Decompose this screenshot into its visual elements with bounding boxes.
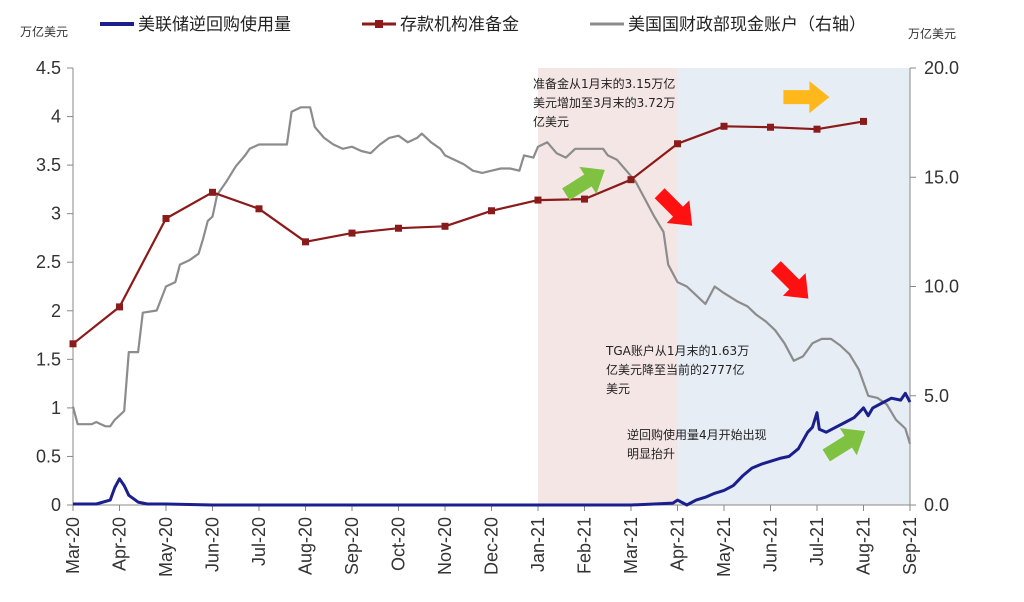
x-tick-label: Jul-21 [807, 517, 827, 566]
x-tick-label: Nov-20 [435, 517, 455, 575]
x-tick-label: Apr-20 [110, 517, 130, 571]
series-line-1 [73, 391, 912, 507]
reserves-marker [302, 238, 309, 246]
left-tick-label: 1.5 [36, 349, 61, 369]
x-tick-label: Aug-21 [854, 517, 874, 575]
right-tick-label: 10.0 [924, 277, 959, 297]
legend-label-3: 美国国财政部现金账户（右轴） [628, 15, 866, 35]
annotation-reserves-line: 美元增加至3月末的3.72万 [533, 95, 675, 110]
x-tick-label: Aug-20 [296, 517, 316, 575]
annotation-reserves-line: 准备金从1月末的3.15万亿 [533, 76, 675, 91]
left-tick-label: 0.5 [36, 446, 61, 466]
right-tick-label: 0.0 [924, 495, 949, 515]
reserves-marker [116, 303, 123, 311]
reserves-marker [813, 125, 821, 133]
right-axis-unit: 万亿美元 [908, 26, 956, 41]
x-tick-label: Feb-21 [575, 517, 595, 574]
reserves-marker [69, 340, 77, 348]
annotation-tga-line: 亿美元降至当前的2777亿 [606, 362, 745, 377]
x-tick-label: Mar-20 [63, 517, 83, 574]
series-lines [69, 106, 912, 507]
red-arrow-down-right-2 [770, 261, 809, 299]
reserves-marker [441, 222, 449, 230]
left-tick-label: 0 [51, 495, 61, 515]
green-arrow-up-right-1 [562, 166, 605, 201]
series-line-3 [71, 106, 912, 445]
x-tick-label: Dec-20 [482, 517, 502, 575]
orange-arrow-right [783, 81, 830, 114]
x-tick-label: Jul-20 [249, 517, 269, 566]
legend-label-2: 存款机构准备金 [400, 15, 519, 35]
x-tick-label: May-21 [714, 517, 734, 577]
reserves-marker [395, 224, 402, 232]
x-tick-label: Sep-20 [342, 517, 362, 575]
annotation-rrp-line: 明显抬升 [627, 447, 675, 461]
reserves-marker [162, 215, 170, 223]
left-tick-label: 3 [51, 204, 61, 224]
green-arrow-up-right-2 [822, 428, 866, 462]
reserves-marker [534, 196, 542, 204]
left-tick-label: 3.5 [36, 155, 61, 175]
left-axis-unit: 万亿美元 [20, 24, 68, 39]
right-tick-label: 20.0 [924, 58, 959, 78]
x-tick-label: Apr-21 [668, 517, 688, 571]
reserves-marker [209, 188, 216, 196]
legend-marker [375, 20, 383, 28]
x-tick-label: Oct-20 [389, 517, 409, 571]
reserves-marker [767, 123, 774, 131]
reserves-marker [348, 229, 356, 237]
x-tick-label: Jan-21 [528, 517, 548, 572]
annotation-tga-line: TGA账户从1月末的1.63万 [605, 343, 749, 358]
right-tick-label: 5.0 [924, 386, 949, 406]
series-line-2 [72, 120, 864, 345]
left-tick-label: 2 [51, 301, 61, 321]
reserves-marker [581, 195, 588, 203]
red-arrow-down-right-1 [654, 188, 693, 226]
legend: 美联储逆回购使用量 存款机构准备金 美国国财政部现金账户（右轴） [100, 14, 866, 35]
reserves-marker [860, 117, 867, 125]
x-tick-label: Jun-21 [761, 517, 781, 572]
x-tick-label: Jun-20 [203, 517, 223, 572]
left-tick-label: 4.5 [36, 58, 61, 78]
reserves-marker [488, 207, 495, 215]
reserves-marker [674, 140, 681, 148]
annotation-rrp-line: 逆回购使用量4月开始出现 [627, 427, 767, 442]
right-tick-label: 15.0 [924, 167, 959, 187]
highlight-region-1 [538, 68, 678, 505]
annotation-tga-line: 美元 [606, 382, 630, 396]
arrows [562, 81, 866, 462]
x-tick-label: Sep-21 [900, 517, 920, 575]
x-tick-label: Mar-21 [621, 517, 641, 574]
left-tick-label: 1 [51, 398, 61, 418]
reserves-marker [627, 176, 635, 184]
reserves-marker [720, 122, 728, 130]
left-tick-label: 2.5 [36, 252, 61, 272]
legend-label-1: 美联储逆回购使用量 [138, 14, 291, 35]
left-tick-label: 4 [51, 107, 61, 127]
reserves-marker [255, 205, 263, 213]
x-tick-label: May-20 [156, 517, 176, 577]
annotation-reserves-line: 亿美元 [533, 114, 569, 129]
